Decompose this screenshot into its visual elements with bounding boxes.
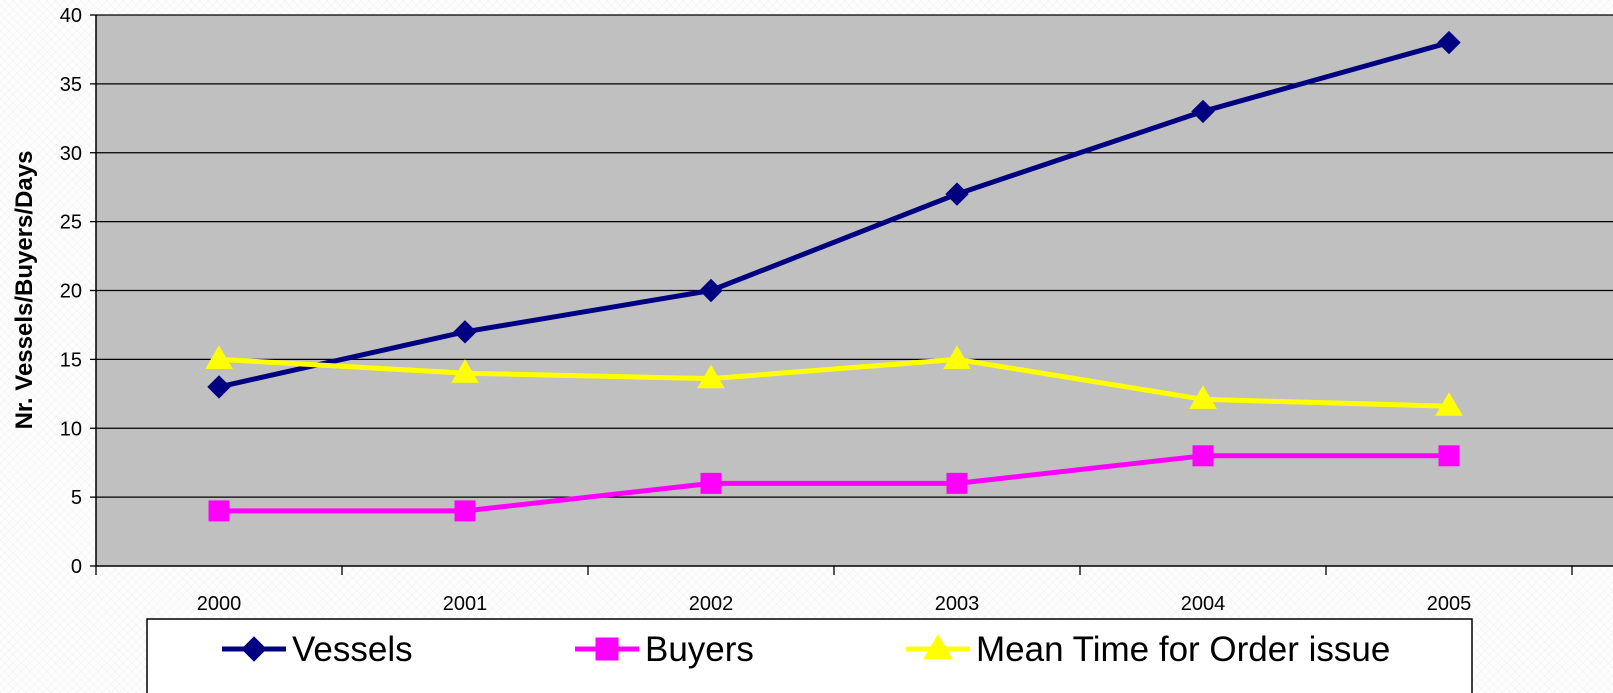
x-tick-label-2000: 2000	[197, 593, 242, 615]
point-mean-time-for-order-issue-2004	[1189, 385, 1217, 409]
x-tick-label-2004: 2004	[1181, 593, 1226, 615]
point-mean-time-for-order-issue-2003	[943, 345, 971, 369]
x-tick-label-2005: 2005	[1427, 593, 1472, 615]
legend-label-vessels: Vessels	[292, 630, 413, 669]
x-tick-label-2001: 2001	[443, 593, 488, 615]
legend-item-mean-time-for-order-issue: Mean Time for Order issue	[906, 630, 1390, 669]
point-vessels-2002	[699, 278, 723, 303]
point-vessels-2005	[1437, 30, 1461, 55]
point-vessels-2003	[945, 182, 969, 206]
y-axis-label: Nr. Vessels/Buyers/Days	[11, 151, 38, 430]
y-tick-label-20: 20	[60, 281, 82, 303]
legend-item-vessels: Vessels	[222, 630, 413, 669]
series-mean-time-for-order-issue	[205, 345, 1463, 416]
legend-marker-buyers	[595, 637, 619, 661]
series-buyers	[208, 445, 1460, 522]
y-tick-label-15: 15	[60, 349, 82, 371]
series-line-vessels	[218, 40, 1450, 390]
point-buyers-2001	[454, 500, 476, 522]
series-line-buyers	[219, 453, 1449, 514]
point-buyers-2004	[1192, 445, 1214, 467]
x-tick-label-2002: 2002	[689, 593, 734, 615]
y-tick-label-5: 5	[71, 487, 82, 509]
y-tick-label-30: 30	[60, 143, 82, 165]
y-tick-label-0: 0	[71, 556, 82, 578]
x-axis-ticks: 2000 2001 2002 2003 2004 2005	[95, 566, 1573, 615]
series-group	[205, 30, 1463, 522]
point-mean-time-for-order-issue-2001	[451, 359, 479, 383]
point-mean-time-for-order-issue-2002	[697, 364, 725, 389]
point-mean-time-for-order-issue-2005	[1435, 392, 1463, 416]
point-buyers-2000	[208, 500, 230, 522]
series-line-mean-time-for-order-issue	[218, 356, 1450, 409]
y-tick-label-35: 35	[60, 74, 82, 96]
x-tick-label-2003: 2003	[935, 593, 980, 615]
y-tick-label-25: 25	[60, 212, 82, 234]
y-tick-label-10: 10	[60, 418, 82, 440]
legend-marker-vessels	[241, 636, 267, 662]
y-axis-ticks: 0 5 10 15 20 25 30 35 40	[60, 5, 96, 578]
legend-label-mean-time-for-order-issue: Mean Time for Order issue	[976, 630, 1390, 669]
legend-items: Vessels Buyers Mean Time for Order issue	[222, 630, 1390, 669]
series-vessels	[207, 30, 1461, 399]
point-buyers-2003	[946, 472, 968, 494]
point-mean-time-for-order-issue-2000	[205, 345, 233, 369]
legend-label-buyers: Buyers	[645, 630, 754, 669]
y-tick-label-40: 40	[60, 5, 82, 27]
point-buyers-2005	[1438, 445, 1460, 467]
point-vessels-2001	[453, 320, 477, 344]
point-buyers-2002	[700, 472, 722, 494]
point-vessels-2004	[1191, 99, 1215, 124]
legend	[146, 618, 1473, 693]
point-vessels-2000	[207, 375, 231, 399]
legend-marker-mean-time-for-order-issue	[923, 634, 953, 660]
legend-item-buyers: Buyers	[575, 630, 754, 669]
